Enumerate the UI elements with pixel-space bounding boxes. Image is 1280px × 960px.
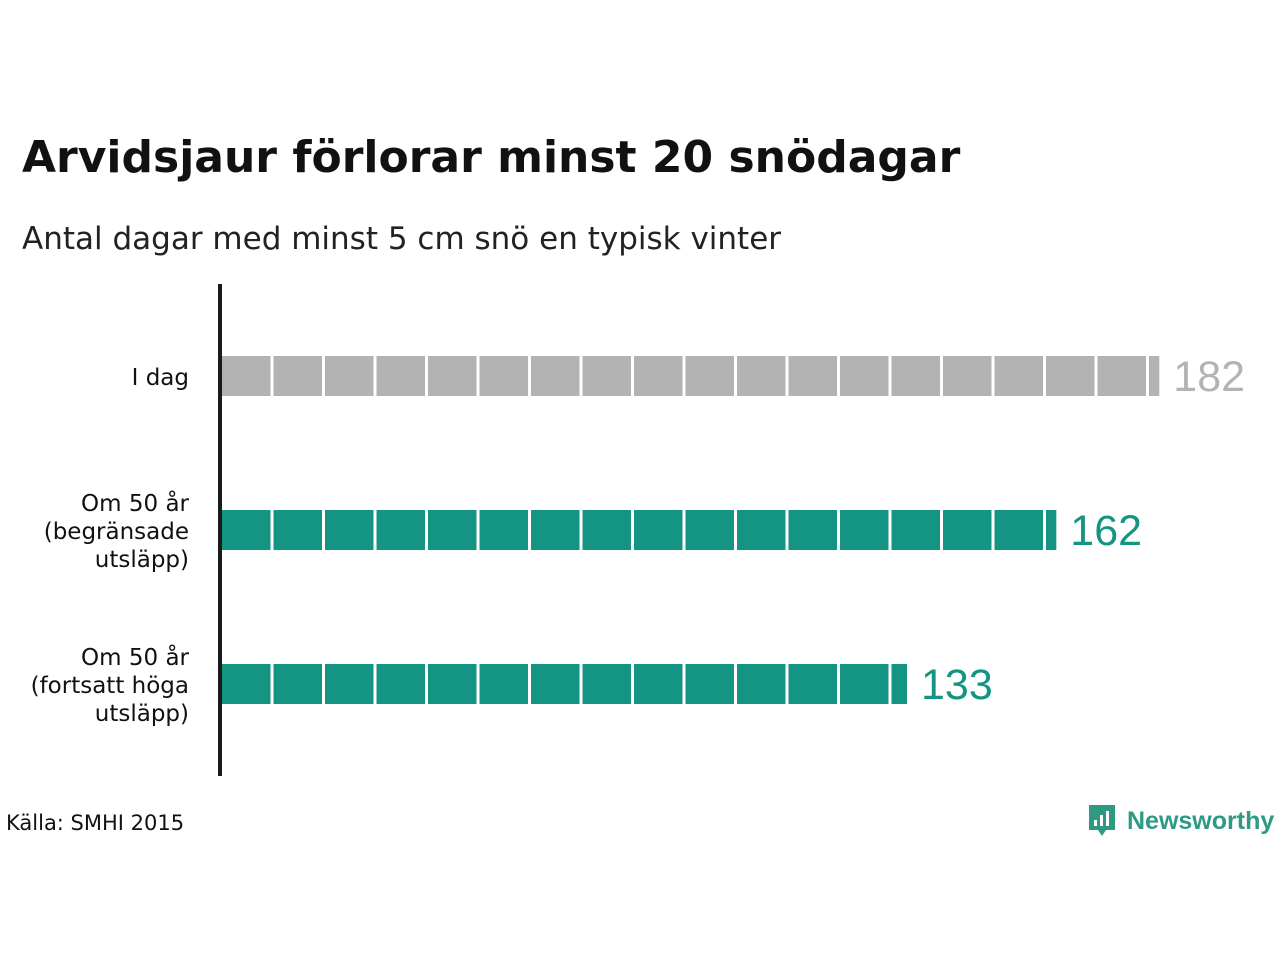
category-label: utsläpp): [95, 547, 189, 573]
bar-segment: [840, 510, 889, 550]
bar-segment: [891, 510, 940, 550]
bar-segment: [1046, 510, 1057, 550]
category-label: (fortsatt höga: [31, 673, 189, 699]
category-label: utsläpp): [95, 701, 189, 727]
bar-segment: [376, 664, 425, 704]
bar-segment: [325, 510, 374, 550]
bar-segment: [582, 664, 631, 704]
bar-segment: [376, 356, 425, 396]
bar-segment: [840, 664, 889, 704]
bar-segment: [840, 356, 889, 396]
bar-segment: [943, 356, 992, 396]
bar-segment: [325, 664, 374, 704]
bar-segment: [788, 664, 837, 704]
chart-subtitle: Antal dagar med minst 5 cm snö en typisk…: [22, 221, 782, 257]
brand-logo: Newsworthy: [1087, 802, 1274, 840]
bar-segment: [376, 510, 425, 550]
bar-value-label: 162: [1070, 507, 1142, 555]
bar-segment: [325, 356, 374, 396]
bar-segment: [273, 664, 322, 704]
bar-segment: [222, 664, 271, 704]
bar-segment: [788, 356, 837, 396]
bar-segment: [634, 664, 683, 704]
newsworthy-logo-icon: [1089, 805, 1115, 836]
bar-segment: [737, 664, 786, 704]
bar-segment: [531, 664, 580, 704]
bar-segment: [994, 510, 1043, 550]
bar-segment: [737, 510, 786, 550]
bar-segment: [737, 356, 786, 396]
bar-segment: [1149, 356, 1160, 396]
bar-segment: [428, 356, 477, 396]
bar-segment: [891, 356, 940, 396]
bar-segment: [1046, 356, 1095, 396]
bar-segment: [479, 356, 528, 396]
bar-segment: [634, 356, 683, 396]
bar-segment: [582, 510, 631, 550]
bar-segment: [428, 664, 477, 704]
bar-segment: [428, 510, 477, 550]
bar-segment: [891, 664, 907, 704]
bar-segment: [994, 356, 1043, 396]
bar-segment: [1097, 356, 1146, 396]
bar-segment: [273, 356, 322, 396]
category-label: Om 50 år: [81, 489, 189, 517]
bar-segment: [685, 664, 734, 704]
bar-segment: [222, 510, 271, 550]
bar-segment: [582, 356, 631, 396]
bar-segment: [788, 510, 837, 550]
bar-segment: [273, 510, 322, 550]
bar-segment: [531, 356, 580, 396]
bar-segment: [222, 356, 271, 396]
category-label: Om 50 år: [81, 643, 189, 671]
category-label: (begränsade: [44, 519, 189, 545]
bar-segment: [479, 664, 528, 704]
bar-value-label: 133: [921, 661, 993, 709]
bar-segment: [685, 356, 734, 396]
bar-value-label: 182: [1173, 353, 1245, 401]
bar-segment: [634, 510, 683, 550]
bar-segment: [685, 510, 734, 550]
bar-segment: [479, 510, 528, 550]
brand-name: Newsworthy: [1127, 806, 1275, 835]
source-note: Källa: SMHI 2015: [6, 811, 185, 835]
bar-segment: [531, 510, 580, 550]
chart-title: Arvidsjaur förlorar minst 20 snödagar: [22, 132, 961, 183]
bar-segment: [943, 510, 992, 550]
category-label: I dag: [132, 365, 189, 391]
